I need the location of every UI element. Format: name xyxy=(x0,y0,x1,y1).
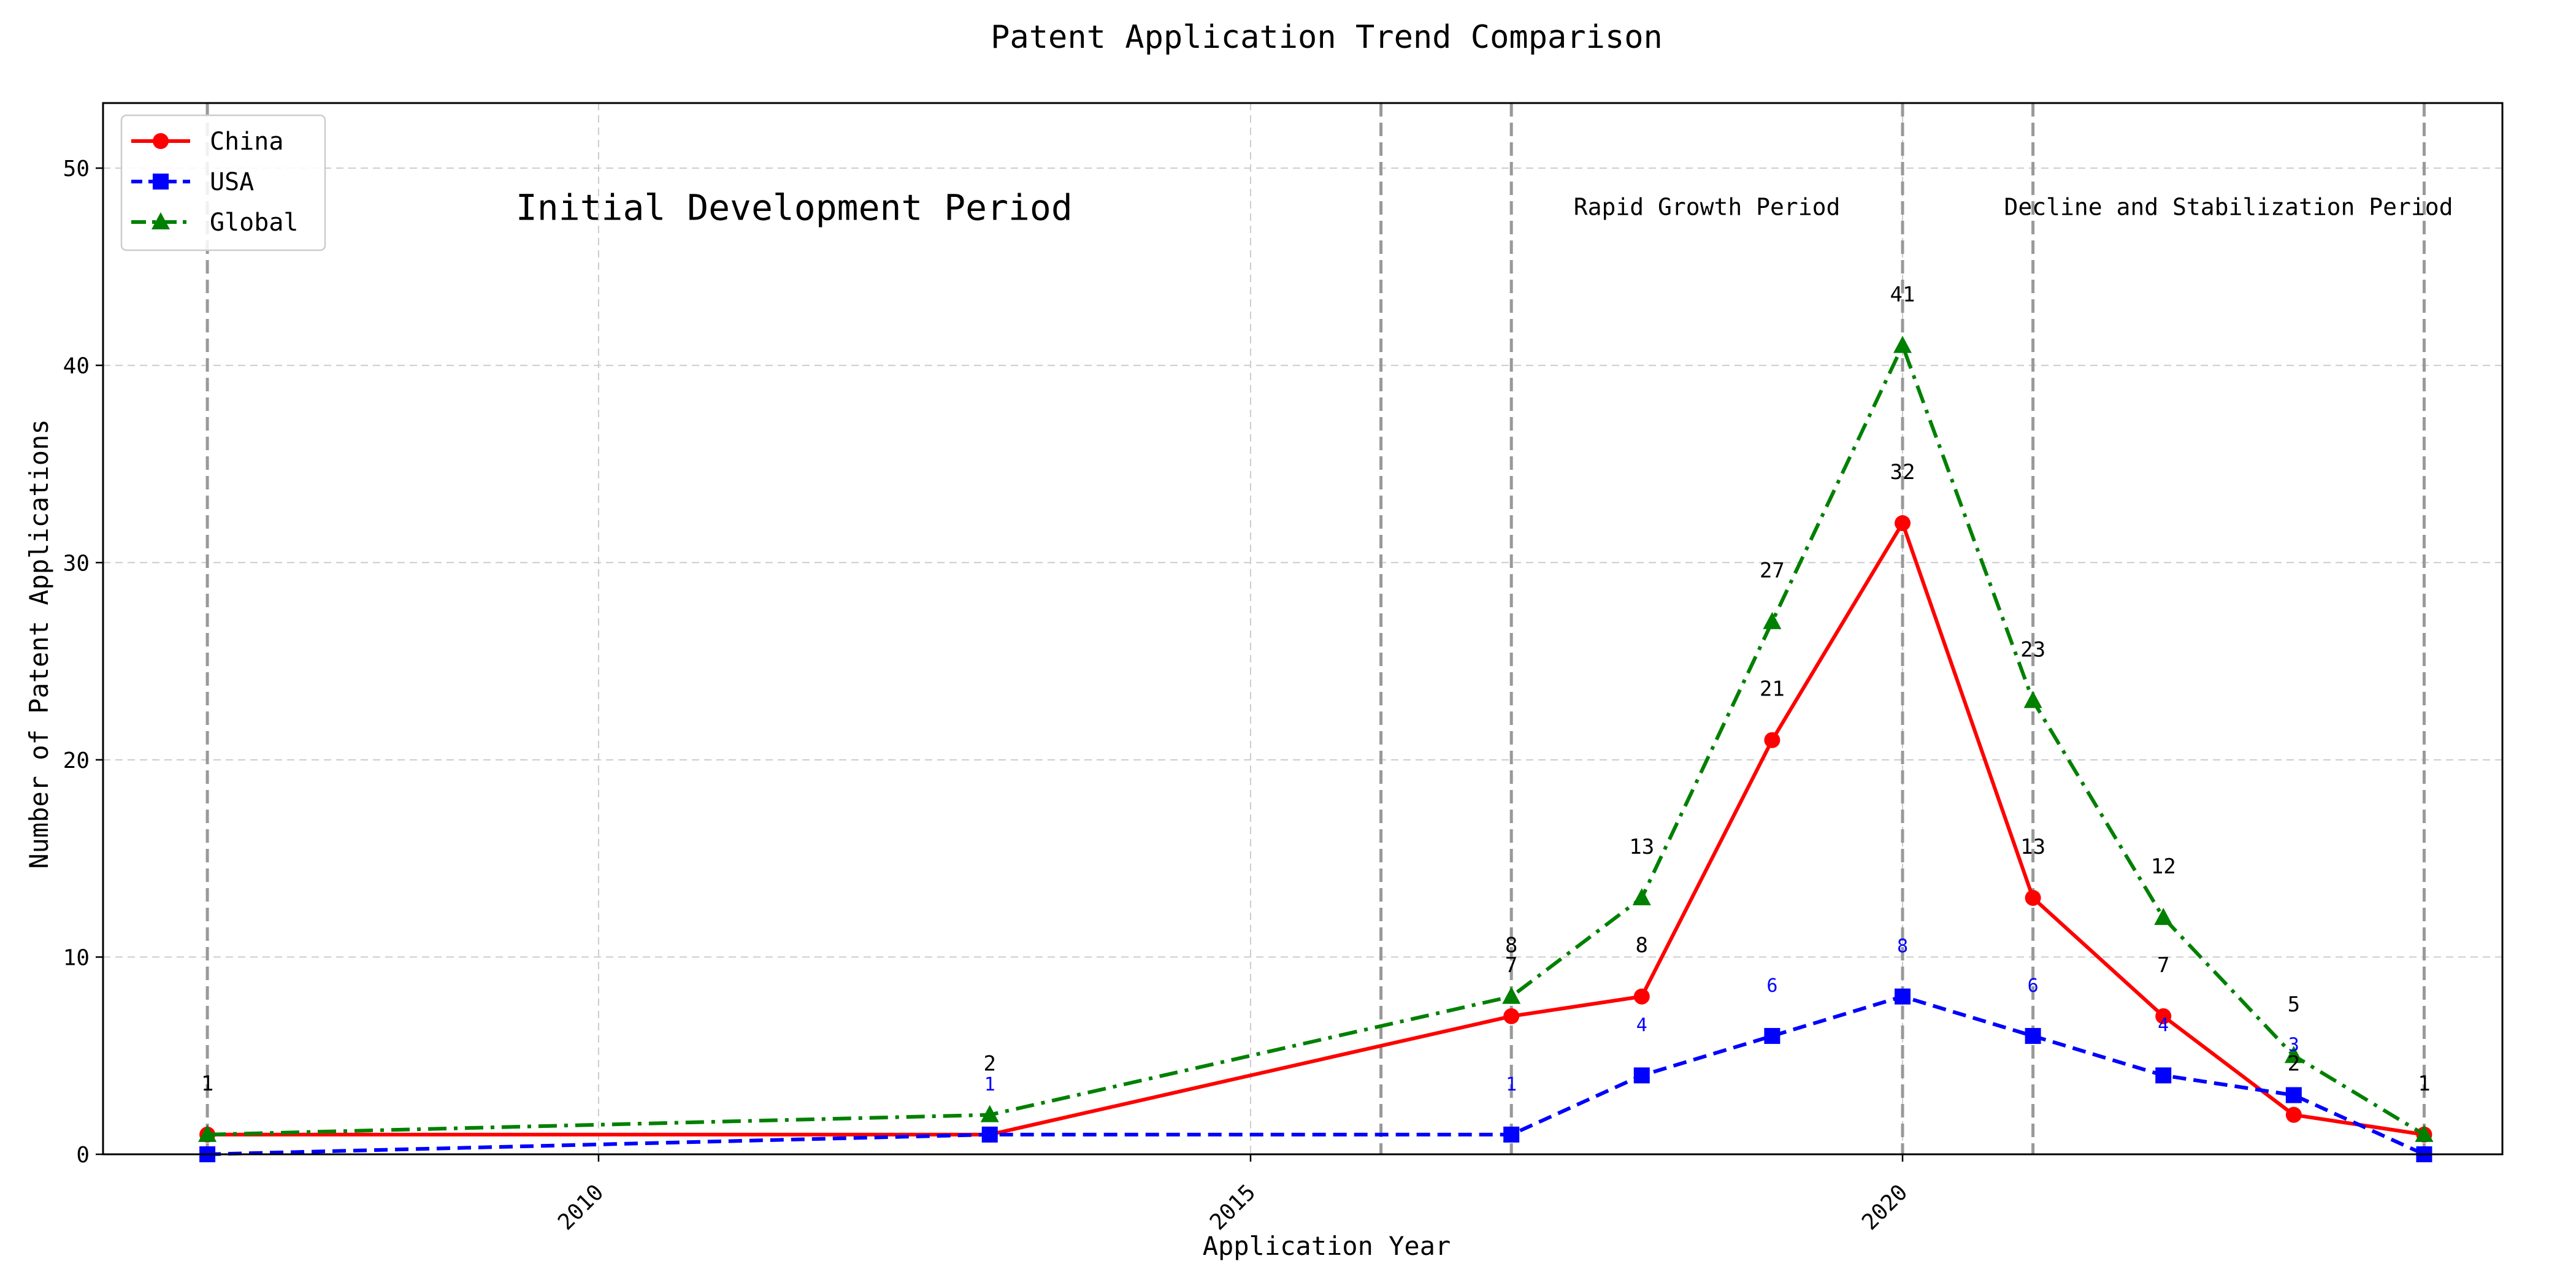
data-point-usa xyxy=(2025,1028,2041,1044)
x-axis-label: Application Year xyxy=(1203,1231,1451,1261)
data-label-china: 8 xyxy=(1636,933,1648,958)
period-label: Initial Development Period xyxy=(516,186,1073,228)
data-point-usa xyxy=(2155,1067,2171,1083)
legend-label: China xyxy=(210,128,283,156)
y-tick-label: 50 xyxy=(63,156,90,182)
data-label-usa: 3 xyxy=(2288,1035,2299,1056)
data-label-global: 41 xyxy=(1890,283,1915,307)
data-point-china xyxy=(2286,1107,2302,1123)
chart-title: Patent Application Trend Comparison xyxy=(991,19,1663,56)
data-label-global: 2 xyxy=(983,1052,995,1076)
data-label-usa: 6 xyxy=(1766,975,1777,997)
data-label-global: 1 xyxy=(201,1071,213,1096)
chart-legend: China USA Global xyxy=(121,115,325,250)
period-label: Decline and Stabilization Period xyxy=(2004,193,2453,220)
y-tick-label: 20 xyxy=(63,748,90,773)
data-label-china: 7 xyxy=(2157,953,2169,978)
y-axis-label: Number of Patent Applications xyxy=(24,419,54,868)
y-tick-label: 0 xyxy=(76,1143,90,1168)
y-tick-label: 10 xyxy=(63,945,90,970)
data-point-china xyxy=(1895,515,1911,531)
legend-label: USA xyxy=(210,168,254,196)
data-label-usa: 1 xyxy=(1506,1074,1517,1095)
data-label-global: 1 xyxy=(2418,1071,2430,1096)
data-label-global: 5 xyxy=(2288,992,2300,1017)
legend-marker xyxy=(153,174,169,190)
data-label-usa: 4 xyxy=(2158,1014,2169,1036)
data-point-usa xyxy=(1895,989,1911,1005)
data-label-usa: 8 xyxy=(1897,936,1908,957)
data-label-china: 13 xyxy=(2020,835,2045,859)
y-tick-label: 40 xyxy=(63,354,90,379)
data-label-usa: 1 xyxy=(984,1074,995,1095)
y-tick-label: 30 xyxy=(63,551,90,576)
data-point-usa xyxy=(2286,1087,2302,1103)
data-point-china xyxy=(2025,890,2041,906)
data-label-china: 32 xyxy=(1890,460,1915,485)
data-label-global: 12 xyxy=(2151,854,2176,879)
data-point-china xyxy=(1503,1008,1519,1024)
data-point-china xyxy=(1634,989,1650,1005)
data-label-china: 21 xyxy=(1760,677,1785,702)
data-label-usa: 4 xyxy=(1636,1014,1647,1036)
data-label-global: 8 xyxy=(1505,933,1517,958)
data-point-usa xyxy=(1503,1127,1519,1143)
data-label-global: 23 xyxy=(2020,637,2045,662)
period-label: Rapid Growth Period xyxy=(1574,193,1841,220)
data-label-global: 13 xyxy=(1629,835,1654,859)
data-point-usa xyxy=(982,1127,998,1143)
data-point-usa xyxy=(1764,1028,1780,1044)
data-label-global: 27 xyxy=(1760,559,1785,583)
legend-marker xyxy=(153,133,169,149)
data-point-china xyxy=(1764,732,1780,748)
data-label-usa: 6 xyxy=(2028,975,2039,997)
legend-label: Global xyxy=(210,209,299,237)
data-point-usa xyxy=(1634,1067,1650,1083)
